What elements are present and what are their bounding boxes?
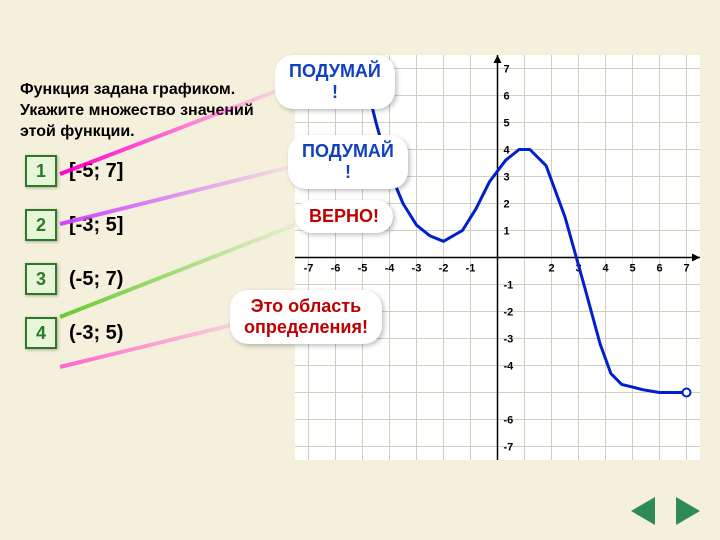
option-num-1: 1: [25, 155, 57, 187]
option-num-4: 4: [25, 317, 57, 349]
svg-text:-2: -2: [439, 263, 449, 275]
q-line-3: этой функции.: [20, 123, 135, 140]
callout-3: ВЕРНО!: [295, 200, 393, 233]
callout-1: ПОДУМАЙ !: [275, 55, 395, 109]
prev-button[interactable]: [631, 497, 655, 525]
svg-text:5: 5: [629, 263, 635, 275]
svg-text:2: 2: [504, 199, 510, 211]
option-label-1: [-5; 7]: [69, 160, 123, 183]
option-4[interactable]: 4 (-3; 5): [25, 317, 123, 349]
svg-text:-7: -7: [504, 442, 514, 454]
svg-text:7: 7: [683, 263, 689, 275]
svg-text:-3: -3: [412, 263, 422, 275]
option-num-2: 2: [25, 209, 57, 241]
svg-text:6: 6: [656, 263, 662, 275]
option-label-2: [-3; 5]: [69, 214, 123, 237]
svg-text:3: 3: [504, 172, 510, 184]
option-label-4: (-3; 5): [69, 322, 123, 345]
option-2[interactable]: 2 [-3; 5]: [25, 209, 123, 241]
svg-text:6: 6: [504, 91, 510, 103]
svg-text:-1: -1: [504, 280, 514, 292]
svg-text:2: 2: [548, 263, 554, 275]
svg-text:-4: -4: [385, 263, 396, 275]
callout-4: Это область определения!: [230, 290, 382, 344]
next-button[interactable]: [676, 497, 700, 525]
svg-text:-5: -5: [358, 263, 368, 275]
question-text: Функция задана графиком. Укажите множест…: [20, 80, 254, 142]
svg-text:4: 4: [602, 263, 609, 275]
svg-text:1: 1: [504, 226, 510, 238]
q-line-1: Функция задана графиком.: [20, 81, 235, 98]
svg-text:-4: -4: [504, 361, 515, 373]
svg-text:7: 7: [504, 64, 510, 76]
svg-text:5: 5: [504, 118, 510, 130]
svg-text:-3: -3: [504, 334, 514, 346]
answer-options: 1 [-5; 7] 2 [-3; 5] 3 (-5; 7) 4 (-3; 5): [25, 155, 123, 371]
option-1[interactable]: 1 [-5; 7]: [25, 155, 123, 187]
svg-text:-1: -1: [466, 263, 476, 275]
svg-text:4: 4: [504, 145, 511, 157]
option-num-3: 3: [25, 263, 57, 295]
svg-text:-6: -6: [331, 263, 341, 275]
svg-text:-7: -7: [304, 263, 314, 275]
q-line-2: Укажите множество значений: [20, 102, 254, 119]
option-label-3: (-5; 7): [69, 268, 123, 291]
svg-text:-2: -2: [504, 307, 514, 319]
svg-text:-6: -6: [504, 415, 514, 427]
coordinate-chart: -7-6-5-4-3-2-12345671234567-1-2-3-4-6-7: [295, 55, 700, 460]
callout-2: ПОДУМАЙ !: [288, 135, 408, 189]
option-3[interactable]: 3 (-5; 7): [25, 263, 123, 295]
